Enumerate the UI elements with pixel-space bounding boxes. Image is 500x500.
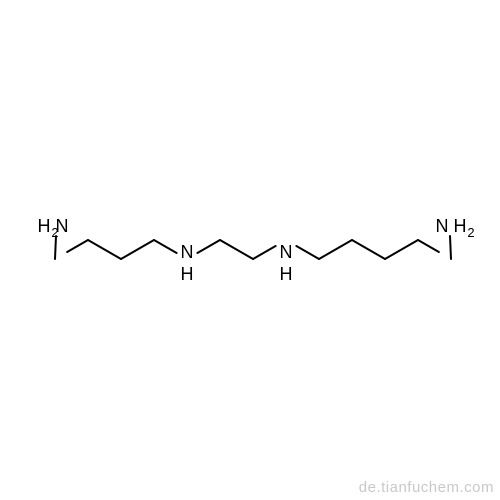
svg-text:N: N	[181, 242, 194, 262]
svg-text:H: H	[454, 216, 467, 236]
svg-text:N: N	[280, 242, 293, 262]
svg-text:H: H	[38, 216, 51, 236]
svg-text:H: H	[280, 264, 293, 284]
svg-text:N: N	[436, 216, 449, 236]
svg-text:2: 2	[467, 225, 474, 240]
chemical-structure: H2NNHNHNH2	[0, 0, 500, 500]
svg-text:H: H	[181, 264, 194, 284]
svg-text:N: N	[56, 216, 69, 236]
watermark-text: de.tianfuchem.com	[359, 479, 494, 496]
